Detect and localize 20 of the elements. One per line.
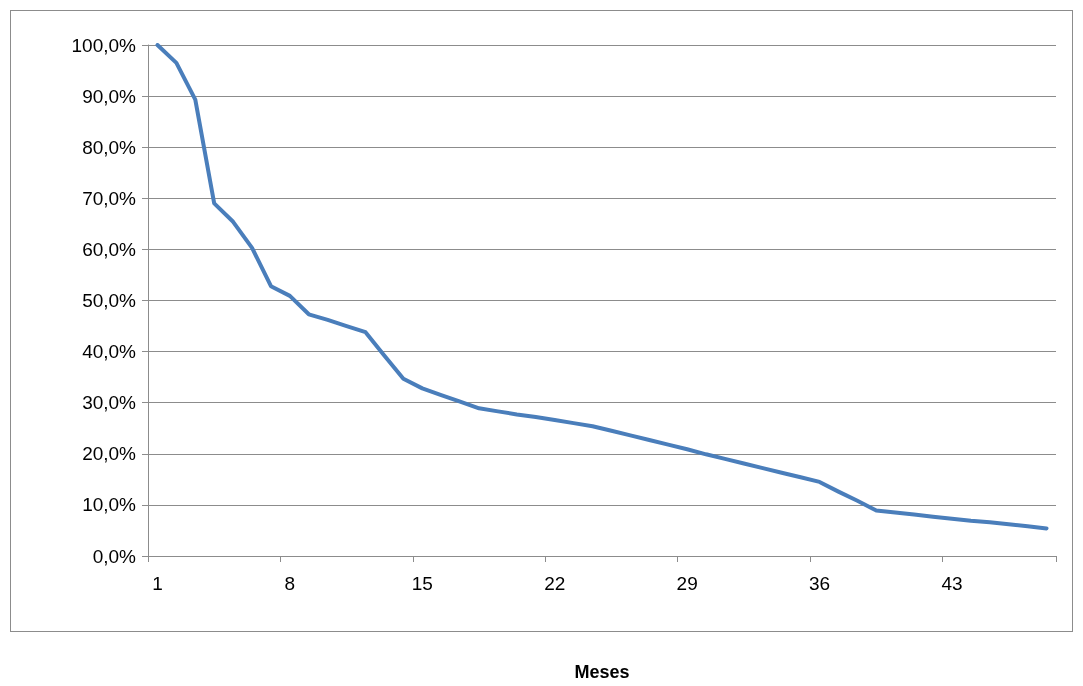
y-tick-label: 90,0% bbox=[82, 85, 137, 107]
y-tick-label: 0,0% bbox=[92, 545, 137, 567]
x-tick-label: 8 bbox=[284, 573, 296, 594]
y-tick-label: 60,0% bbox=[82, 238, 137, 260]
x-axis-title: Meses bbox=[574, 662, 630, 682]
y-tick-label: 30,0% bbox=[82, 392, 137, 414]
y-tick-label: 10,0% bbox=[82, 494, 137, 516]
x-tick-label: 22 bbox=[544, 573, 566, 594]
line-series bbox=[155, 43, 1049, 531]
x-tick-label: 36 bbox=[808, 573, 831, 594]
x-tick-label: 15 bbox=[411, 573, 433, 594]
y-tick-label: 100,0% bbox=[71, 34, 137, 56]
y-tick-label: 80,0% bbox=[82, 136, 137, 158]
y-tick-label: 50,0% bbox=[82, 290, 137, 311]
x-tick-label: 1 bbox=[152, 573, 163, 594]
x-tick-label: 43 bbox=[941, 573, 963, 594]
y-tick-label: 70,0% bbox=[82, 187, 137, 209]
x-tick-label: 29 bbox=[676, 573, 698, 594]
y-tick-label: 40,0% bbox=[82, 341, 137, 363]
y-tick-label: 20,0% bbox=[82, 443, 137, 465]
